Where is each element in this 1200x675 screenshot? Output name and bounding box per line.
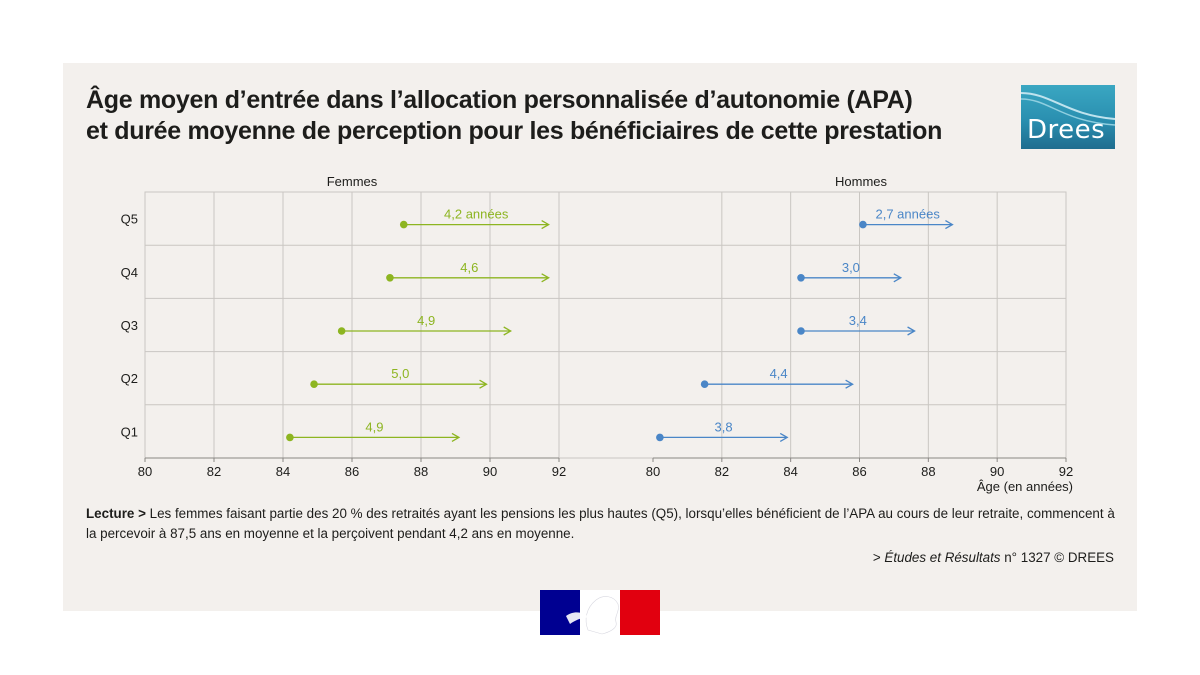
- x-tick-label: 84: [276, 464, 290, 479]
- x-tick-label: 90: [990, 464, 1004, 479]
- republique-francaise-logo: [540, 590, 660, 635]
- x-tick-label: 82: [207, 464, 221, 479]
- x-tick-label: 86: [345, 464, 359, 479]
- start-age-point: [386, 274, 394, 282]
- source-prefix: >: [872, 550, 885, 565]
- duration-label: 2,7 années: [876, 207, 941, 222]
- duration-label: 4,9: [365, 419, 383, 434]
- duration-label: 4,4: [770, 366, 788, 381]
- start-age-point: [656, 433, 664, 442]
- x-tick-label: 84: [783, 464, 797, 479]
- panel-title-femmes: Femmes: [326, 174, 378, 189]
- start-age-point: [797, 274, 805, 282]
- end-arrow: [479, 379, 488, 389]
- source-publication: Études et Résultats: [884, 550, 1001, 565]
- marianne-icon: [540, 590, 660, 635]
- logo-text: Drees: [1027, 115, 1106, 145]
- category-label: Q1: [121, 424, 138, 439]
- end-arrow: [541, 273, 550, 283]
- end-arrow: [541, 220, 550, 230]
- duration-label: 4,9: [417, 313, 435, 328]
- x-tick-label: 80: [138, 464, 152, 479]
- lecture-prefix: Lecture >: [86, 506, 146, 521]
- start-age-point: [286, 433, 294, 442]
- end-arrow: [779, 432, 789, 442]
- x-tick-label: 88: [921, 464, 935, 479]
- duration-label: 4,2 années: [444, 207, 509, 222]
- plot-frame: [144, 191, 1067, 459]
- duration-label: 3,8: [715, 419, 733, 434]
- start-age-point: [700, 380, 709, 389]
- figure-title: Âge moyen d’entrée dans l’allocation per…: [86, 85, 942, 147]
- x-tick-label: 92: [1059, 464, 1073, 479]
- duration-label: 5,0: [391, 366, 409, 381]
- end-arrow: [451, 432, 461, 442]
- x-tick-label: 86: [852, 464, 866, 479]
- start-age-point: [310, 380, 318, 389]
- source-suffix: n° 1327 © DREES: [1000, 550, 1114, 565]
- figure-card: Âge moyen d’entrée dans l’allocation per…: [63, 63, 1137, 611]
- end-arrow: [503, 326, 513, 336]
- lecture-note: Lecture > Les femmes faisant partie des …: [86, 504, 1116, 544]
- x-tick-label: 80: [646, 464, 660, 479]
- logo-wave-icon: [1021, 92, 1115, 126]
- duration-label: 3,0: [842, 260, 860, 275]
- title-line-2: et durée moyenne de perception pour les …: [86, 117, 943, 145]
- end-arrow: [945, 220, 954, 230]
- end-arrow: [845, 379, 854, 389]
- x-axis-title: Âge (en années): [977, 479, 1073, 494]
- start-age-point: [399, 220, 408, 229]
- title-line-1: Âge moyen d’entrée dans l’allocation per…: [86, 86, 913, 114]
- category-label: Q3: [121, 318, 138, 333]
- start-age-point: [337, 327, 346, 335]
- x-tick-label: 92: [552, 464, 566, 479]
- x-tick-label: 82: [715, 464, 729, 479]
- panel-title-hommes: Hommes: [834, 174, 888, 189]
- source-note: > Études et Résultats n° 1327 © DREES: [873, 550, 1114, 565]
- duration-label: 4,6: [460, 260, 478, 275]
- start-age-point: [859, 220, 867, 229]
- end-arrow: [907, 326, 916, 336]
- end-arrow: [893, 273, 903, 283]
- category-label: Q5: [121, 212, 138, 227]
- category-label: Q4: [121, 265, 138, 280]
- duration-label: 3,4: [849, 313, 867, 328]
- x-tick-label: 90: [483, 464, 497, 479]
- start-age-point: [797, 327, 805, 335]
- category-label: Q2: [121, 371, 138, 386]
- x-tick-label: 88: [414, 464, 428, 479]
- drees-logo: Drees: [1021, 85, 1115, 149]
- lecture-text: Les femmes faisant partie des 20 % des r…: [86, 506, 1115, 541]
